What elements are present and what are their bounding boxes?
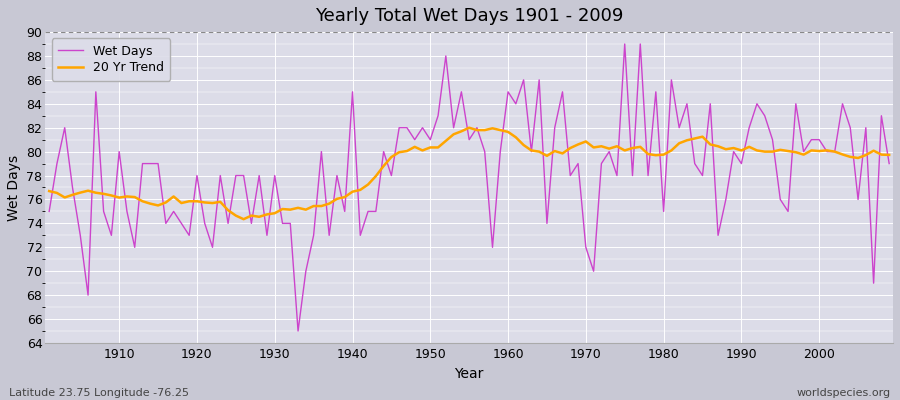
Wet Days [44,209,55,214]
Title: Yearly Total Wet Days 1901 - 2009: Yearly Total Wet Days 1901 - 2009 [315,7,624,25]
Wet Days [510,101,521,106]
Wet Days [292,328,303,333]
X-axis label: Year: Year [454,367,484,381]
20 Yr Trend [285,207,296,212]
20 Yr Trend [518,143,529,148]
20 Yr Trend [44,189,55,194]
Wet Days [106,233,117,238]
20 Yr Trend [611,144,622,149]
20 Yr Trend [106,193,117,198]
Wet Days [884,161,895,166]
Line: 20 Yr Trend: 20 Yr Trend [50,128,889,219]
Wet Days [503,90,514,94]
Wet Days [619,42,630,46]
20 Yr Trend [331,196,342,201]
Text: worldspecies.org: worldspecies.org [796,388,891,398]
20 Yr Trend [238,217,249,222]
20 Yr Trend [510,135,521,140]
Text: Latitude 23.75 Longitude -76.25: Latitude 23.75 Longitude -76.25 [9,388,189,398]
Y-axis label: Wet Days: Wet Days [7,154,21,220]
Wet Days [604,149,615,154]
20 Yr Trend [884,152,895,157]
Wet Days [277,221,288,226]
Wet Days [331,173,342,178]
Line: Wet Days: Wet Days [50,44,889,331]
Legend: Wet Days, 20 Yr Trend: Wet Days, 20 Yr Trend [51,38,170,80]
20 Yr Trend [464,125,474,130]
